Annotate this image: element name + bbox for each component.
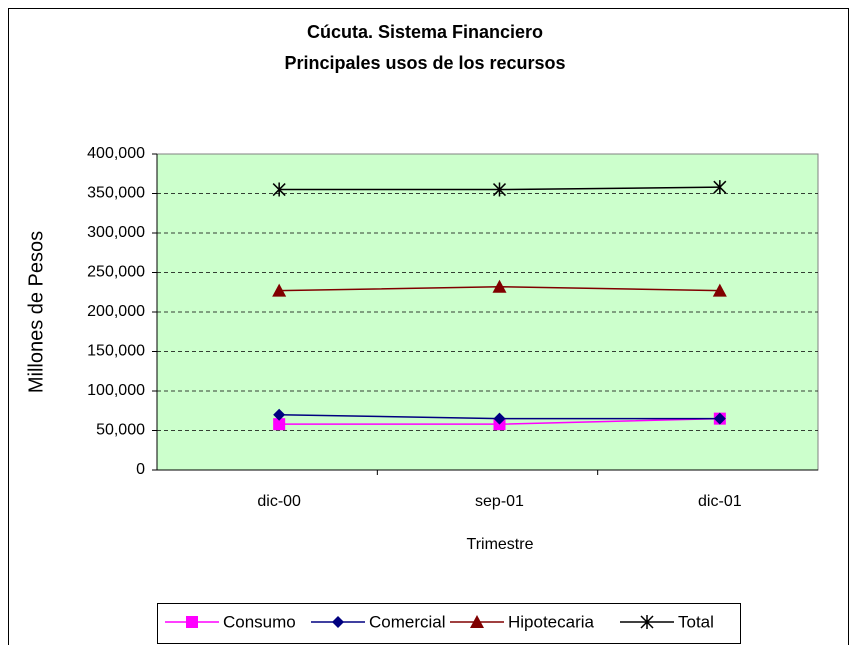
legend-marker: [470, 615, 484, 628]
legend: [157, 603, 741, 644]
chart-title: Cúcuta. Sistema Financiero: [307, 22, 543, 42]
data-point: [273, 418, 286, 431]
legend-label: Total: [678, 612, 714, 631]
data-point: [712, 283, 727, 297]
legend-marker: [332, 616, 344, 628]
y-axis-title: Millones de Pesos: [25, 231, 47, 393]
x-tick-label: dic-01: [698, 493, 742, 510]
chart-subtitle: Principales usos de los recursos: [284, 53, 565, 73]
data-point: [272, 182, 286, 197]
legend-label: Consumo: [223, 612, 296, 631]
y-tick-label: 100,000: [87, 382, 145, 399]
y-tick-label: 0: [136, 461, 145, 478]
y-tick-label: 400,000: [87, 145, 145, 162]
y-tick-label: 300,000: [87, 224, 145, 241]
data-point: [272, 283, 287, 297]
legend-marker: [186, 616, 198, 628]
data-point: [713, 412, 726, 425]
legend-marker: [640, 615, 654, 629]
y-tick-label: 350,000: [87, 185, 145, 202]
legend-label: Hipotecaria: [508, 612, 595, 631]
legend-label: Comercial: [369, 612, 446, 631]
y-tick-label: 50,000: [96, 422, 145, 439]
y-tick-label: 150,000: [87, 343, 145, 360]
data-point: [273, 408, 286, 421]
data-point: [713, 180, 727, 195]
data-point: [492, 279, 507, 293]
y-tick-label: 250,000: [87, 264, 145, 281]
data-point: [493, 412, 506, 425]
x-axis-title: Trimestre: [467, 536, 534, 553]
x-tick-label: dic-00: [257, 493, 301, 510]
y-tick-label: 200,000: [87, 303, 145, 320]
data-point: [492, 182, 507, 197]
x-tick-label: sep-01: [475, 493, 524, 510]
